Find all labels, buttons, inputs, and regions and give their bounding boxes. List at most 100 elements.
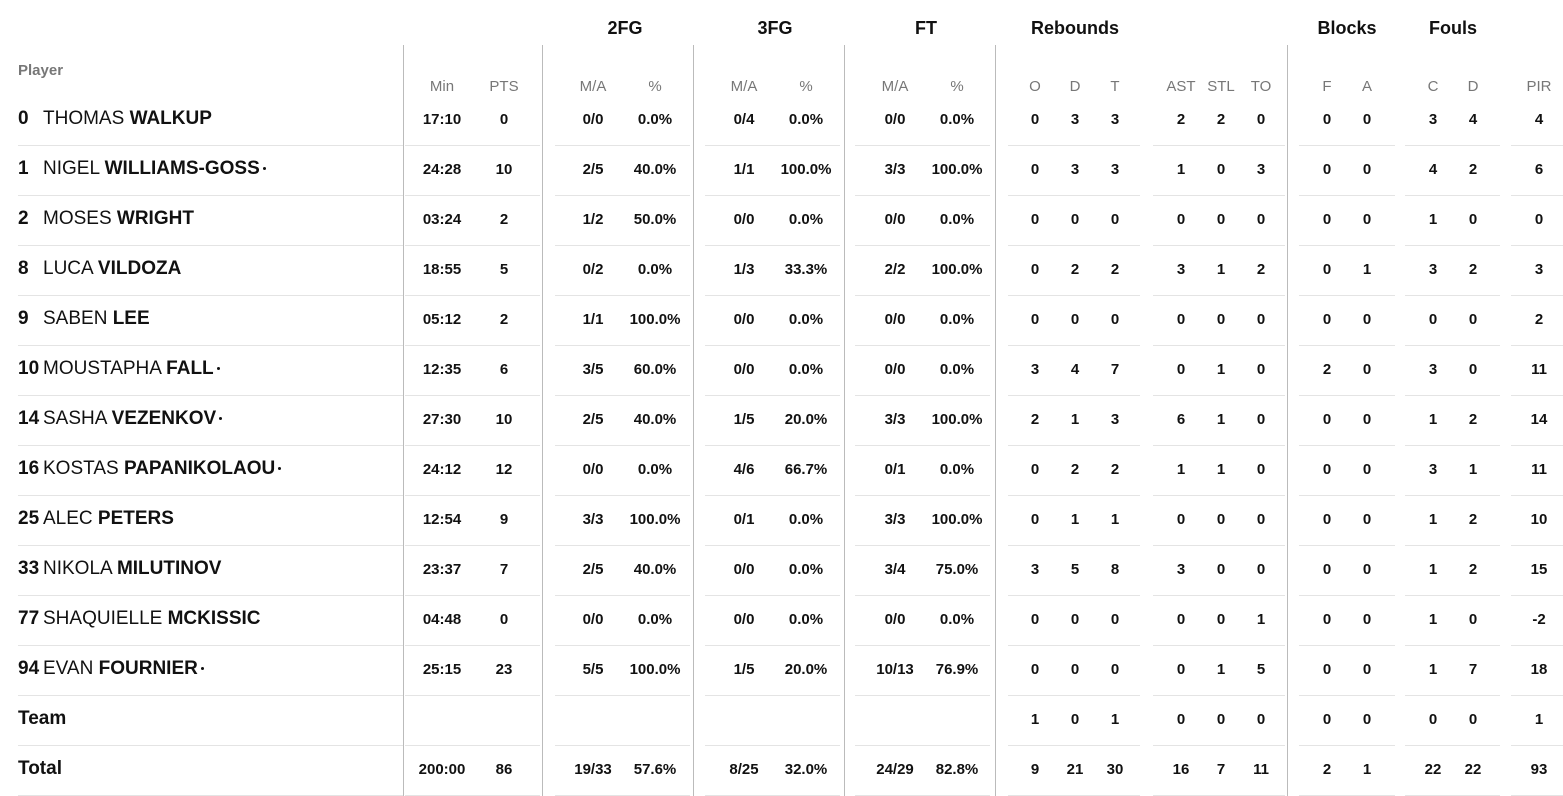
stat-cell: 17:10 — [422, 111, 462, 128]
stat-cell: 1 — [1534, 711, 1544, 728]
stat-cell: 0.0% — [788, 611, 824, 628]
row-divider — [405, 145, 540, 146]
stat-cell: 1 — [1216, 411, 1226, 428]
first-name: EVAN — [43, 658, 94, 679]
last-name: FALL — [166, 358, 214, 379]
stat-cell: 3 — [1176, 561, 1186, 578]
stat-cell: 1 — [1110, 711, 1120, 728]
stat-cell: 22 — [1464, 761, 1482, 778]
stat-cell: 20.0% — [784, 661, 828, 678]
stat-cell: 0 — [1256, 411, 1266, 428]
first-name: LUCA — [43, 258, 93, 279]
row-divider — [1405, 295, 1500, 296]
row-divider — [1008, 295, 1140, 296]
stat-cell: 0/2 — [582, 261, 604, 278]
stat-cell: 7 — [1468, 661, 1478, 678]
row-divider — [1153, 495, 1285, 496]
stat-cell: 0 — [1322, 411, 1332, 428]
stat-cell: 21 — [1066, 761, 1084, 778]
stat-cell: 0/0 — [582, 461, 604, 478]
row-divider — [1299, 245, 1395, 246]
row-divider — [1405, 645, 1500, 646]
stat-cell: -2 — [1532, 611, 1546, 628]
stat-cell: 0.0% — [788, 211, 824, 228]
stat-cell: 0 — [1216, 611, 1226, 628]
row-divider — [1299, 295, 1395, 296]
row-divider — [1511, 495, 1563, 496]
player-name: 1 NIGEL WILLIAMS-GOSS — [18, 158, 266, 180]
stat-cell: 0 — [1110, 661, 1120, 678]
stat-cell: 23 — [495, 661, 513, 678]
row-divider — [405, 745, 540, 746]
row-divider — [555, 695, 690, 696]
stat-cell: 0 — [1362, 161, 1372, 178]
stat-cell: 18 — [1530, 661, 1548, 678]
row-divider — [705, 695, 840, 696]
column-header: PIR — [1526, 78, 1552, 95]
row-divider — [1299, 695, 1395, 696]
stat-cell: 0 — [1322, 211, 1332, 228]
column-header: T — [1110, 78, 1120, 95]
row-divider — [18, 145, 403, 146]
row-divider — [1511, 395, 1563, 396]
stat-cell: 3/3 — [884, 161, 906, 178]
stat-cell: 8 — [1110, 561, 1120, 578]
stat-cell: 0 — [1030, 661, 1040, 678]
row-divider — [1405, 545, 1500, 546]
last-name: PAPANIKOLAOU — [123, 458, 276, 479]
stat-cell: 0/0 — [884, 611, 906, 628]
stat-cell: 1 — [1256, 611, 1266, 628]
stat-cell: 2 — [1030, 411, 1040, 428]
last-name: FOURNIER — [98, 658, 198, 679]
player-number: 10 — [18, 358, 40, 379]
stat-cell: 0 — [1256, 711, 1266, 728]
stat-cell: 4 — [1468, 111, 1478, 128]
first-name: ALEC — [43, 508, 93, 529]
stat-cell: 2 — [1322, 361, 1332, 378]
last-name: WRIGHT — [116, 208, 194, 229]
stat-cell: 0.0% — [939, 211, 975, 228]
first-name: MOUSTAPHA — [43, 358, 161, 379]
stat-cell: 7 — [1110, 361, 1120, 378]
row-divider — [855, 145, 990, 146]
column-header: TO — [1250, 78, 1272, 95]
stat-cell: 0/0 — [884, 111, 906, 128]
player-number: 77 — [18, 608, 40, 629]
stat-cell: 27:30 — [422, 411, 462, 428]
stat-cell: 0 — [1110, 211, 1120, 228]
stat-cell: 1 — [1428, 411, 1438, 428]
stat-cell: 0/0 — [582, 611, 604, 628]
stat-cell: 3 — [1110, 161, 1120, 178]
stat-cell: 2 — [1468, 561, 1478, 578]
row-divider — [18, 745, 403, 746]
row-divider — [405, 195, 540, 196]
row-divider — [855, 445, 990, 446]
stat-cell: 11 — [1531, 461, 1547, 478]
stat-cell: 0/0 — [884, 361, 906, 378]
stat-cell: 24:28 — [422, 161, 462, 178]
row-divider — [1511, 695, 1563, 696]
row-divider — [705, 745, 840, 746]
row-divider — [555, 645, 690, 646]
stat-cell: 9 — [499, 511, 509, 528]
row-divider — [1008, 695, 1140, 696]
stat-cell: 0 — [1362, 111, 1372, 128]
stat-cell: 20.0% — [784, 411, 828, 428]
row-divider — [1299, 445, 1395, 446]
row-divider — [1153, 195, 1285, 196]
row-divider — [555, 395, 690, 396]
stat-cell: 2 — [1110, 461, 1120, 478]
stat-cell: 0 — [1216, 511, 1226, 528]
stat-cell: 19/33 — [574, 761, 612, 778]
stat-cell: 05:12 — [422, 311, 462, 328]
row-divider — [1511, 545, 1563, 546]
stat-cell: 7 — [499, 561, 509, 578]
stat-cell: 0 — [499, 111, 509, 128]
stat-cell: 100.0% — [629, 661, 681, 678]
row-divider — [1299, 345, 1395, 346]
column-header: C — [1427, 78, 1439, 95]
stat-cell: 0 — [1030, 111, 1040, 128]
row-divider — [1008, 195, 1140, 196]
stat-cell: 0/0 — [733, 611, 755, 628]
group-header: Blocks — [1317, 18, 1377, 38]
